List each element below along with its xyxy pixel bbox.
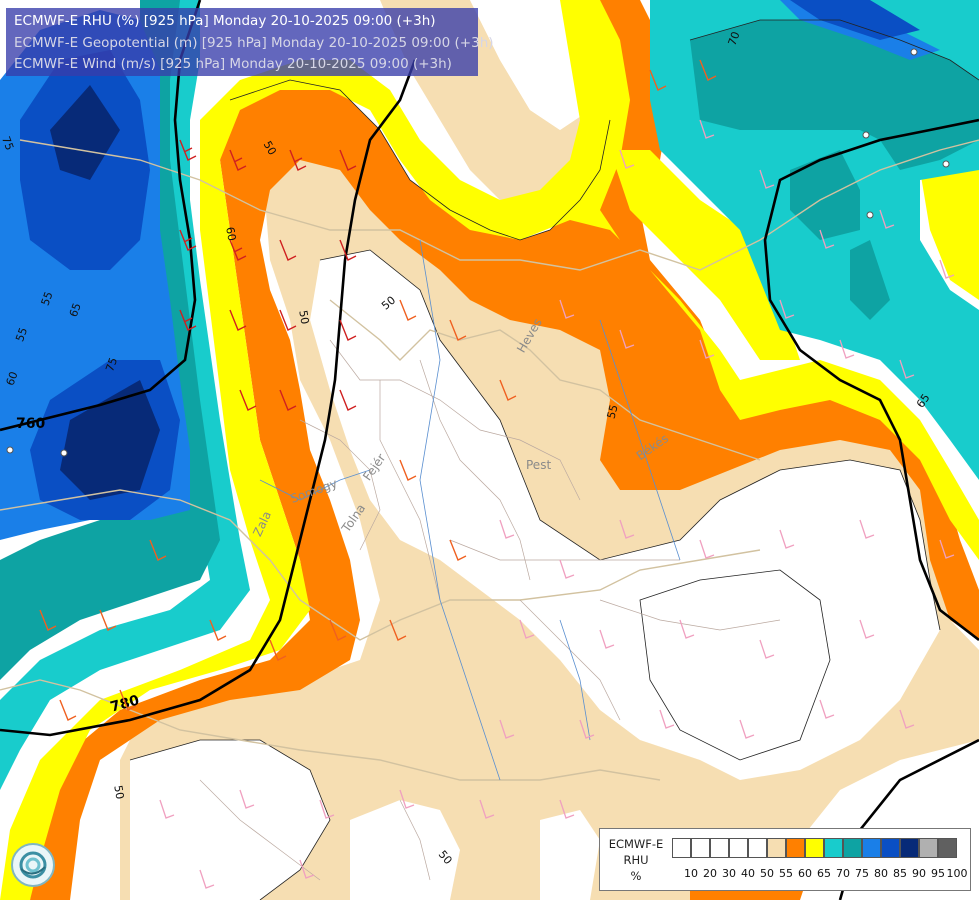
color-legend: ECMWF-E RHU % 10 20 30 40 50 55 60 65 70 75 80 85 90… bbox=[599, 828, 971, 891]
wind-barbs-strong bbox=[179, 139, 357, 411]
legend-tick-label: 10 bbox=[684, 867, 698, 880]
rhu-band-below-50 bbox=[130, 0, 940, 900]
legend-tick-label: 100 bbox=[946, 867, 968, 880]
title-geopotential: ECMWF-E Geopotential (m) [925 hPa] Monda… bbox=[14, 35, 494, 51]
rhu-contour-label: 50 bbox=[261, 139, 279, 158]
legend-swatch bbox=[900, 838, 919, 858]
legend-title-model: ECMWF-E bbox=[608, 837, 664, 851]
legend-tick-label: 70 bbox=[836, 867, 850, 880]
rhu-contour-label: 70 bbox=[726, 30, 743, 48]
legend-tick-label: 30 bbox=[722, 867, 736, 880]
city-markers bbox=[6, 48, 950, 457]
rhu-contour-label: 75 bbox=[0, 135, 16, 153]
legend-tick-label: 65 bbox=[817, 867, 831, 880]
legend-swatch bbox=[767, 838, 786, 858]
logo-icon bbox=[11, 843, 55, 887]
rhu-contour-label: 75 bbox=[103, 356, 120, 374]
legend-swatch bbox=[843, 838, 862, 858]
rhu-contour-label: 50 bbox=[111, 784, 126, 800]
legend-swatch bbox=[748, 838, 767, 858]
rhu-band-90 bbox=[50, 85, 160, 500]
legend-swatch bbox=[729, 838, 748, 858]
rhu-contour-label: 60 bbox=[4, 370, 21, 388]
legend-swatch bbox=[691, 838, 710, 858]
region-label-pest: Pest bbox=[526, 458, 551, 472]
legend-tick-label: 80 bbox=[874, 867, 888, 880]
geopotential-label-760: 760 bbox=[16, 416, 45, 432]
rivers bbox=[259, 239, 681, 781]
rhu-contour-label: 50 bbox=[296, 309, 311, 325]
rhu-contour-label: 60 bbox=[223, 226, 238, 242]
rhu-contour-label: 55 bbox=[39, 290, 56, 308]
wind-barbs-orange bbox=[39, 59, 717, 721]
legend-tick-label: 75 bbox=[855, 867, 869, 880]
legend-swatch bbox=[938, 838, 957, 858]
legend-tick-label: 20 bbox=[703, 867, 717, 880]
legend-swatch bbox=[672, 838, 691, 858]
legend-swatch bbox=[805, 838, 824, 858]
legend-tick-label: 50 bbox=[760, 867, 774, 880]
title-wind: ECMWF-E Wind (m/s) [925 hPa] Monday 20-1… bbox=[14, 56, 452, 72]
legend-swatch bbox=[710, 838, 729, 858]
legend-swatch bbox=[881, 838, 900, 858]
legend-title-variable: RHU bbox=[623, 853, 649, 867]
rhu-contour-label: 65 bbox=[67, 301, 84, 319]
legend-tick-label: 55 bbox=[779, 867, 793, 880]
legend-swatch bbox=[824, 838, 843, 858]
title-rhu: ECMWF-E RHU (%) [925 hPa] Monday 20-10-2… bbox=[14, 13, 436, 29]
legend-swatch bbox=[862, 838, 881, 858]
legend-swatch bbox=[919, 838, 938, 858]
legend-title-unit: % bbox=[630, 869, 642, 883]
legend-tick-label: 85 bbox=[893, 867, 907, 880]
legend-tick-label: 95 bbox=[931, 867, 945, 880]
rhu-contour-label: 55 bbox=[605, 403, 621, 420]
legend-swatch bbox=[786, 838, 805, 858]
rhu-contour-label-layer: 50 50 50 50 50 55 55 55 60 60 65 65 70 7… bbox=[0, 30, 933, 867]
wind-barbs-light bbox=[159, 119, 955, 889]
legend-tick-label: 60 bbox=[798, 867, 812, 880]
legend-tick-label: 40 bbox=[741, 867, 755, 880]
title-panel: ECMWF-E RHU (%) [925 hPa] Monday 20-10-2… bbox=[6, 8, 494, 76]
rhu-contour-label: 55 bbox=[13, 326, 30, 344]
legend-tick-label: 90 bbox=[912, 867, 926, 880]
